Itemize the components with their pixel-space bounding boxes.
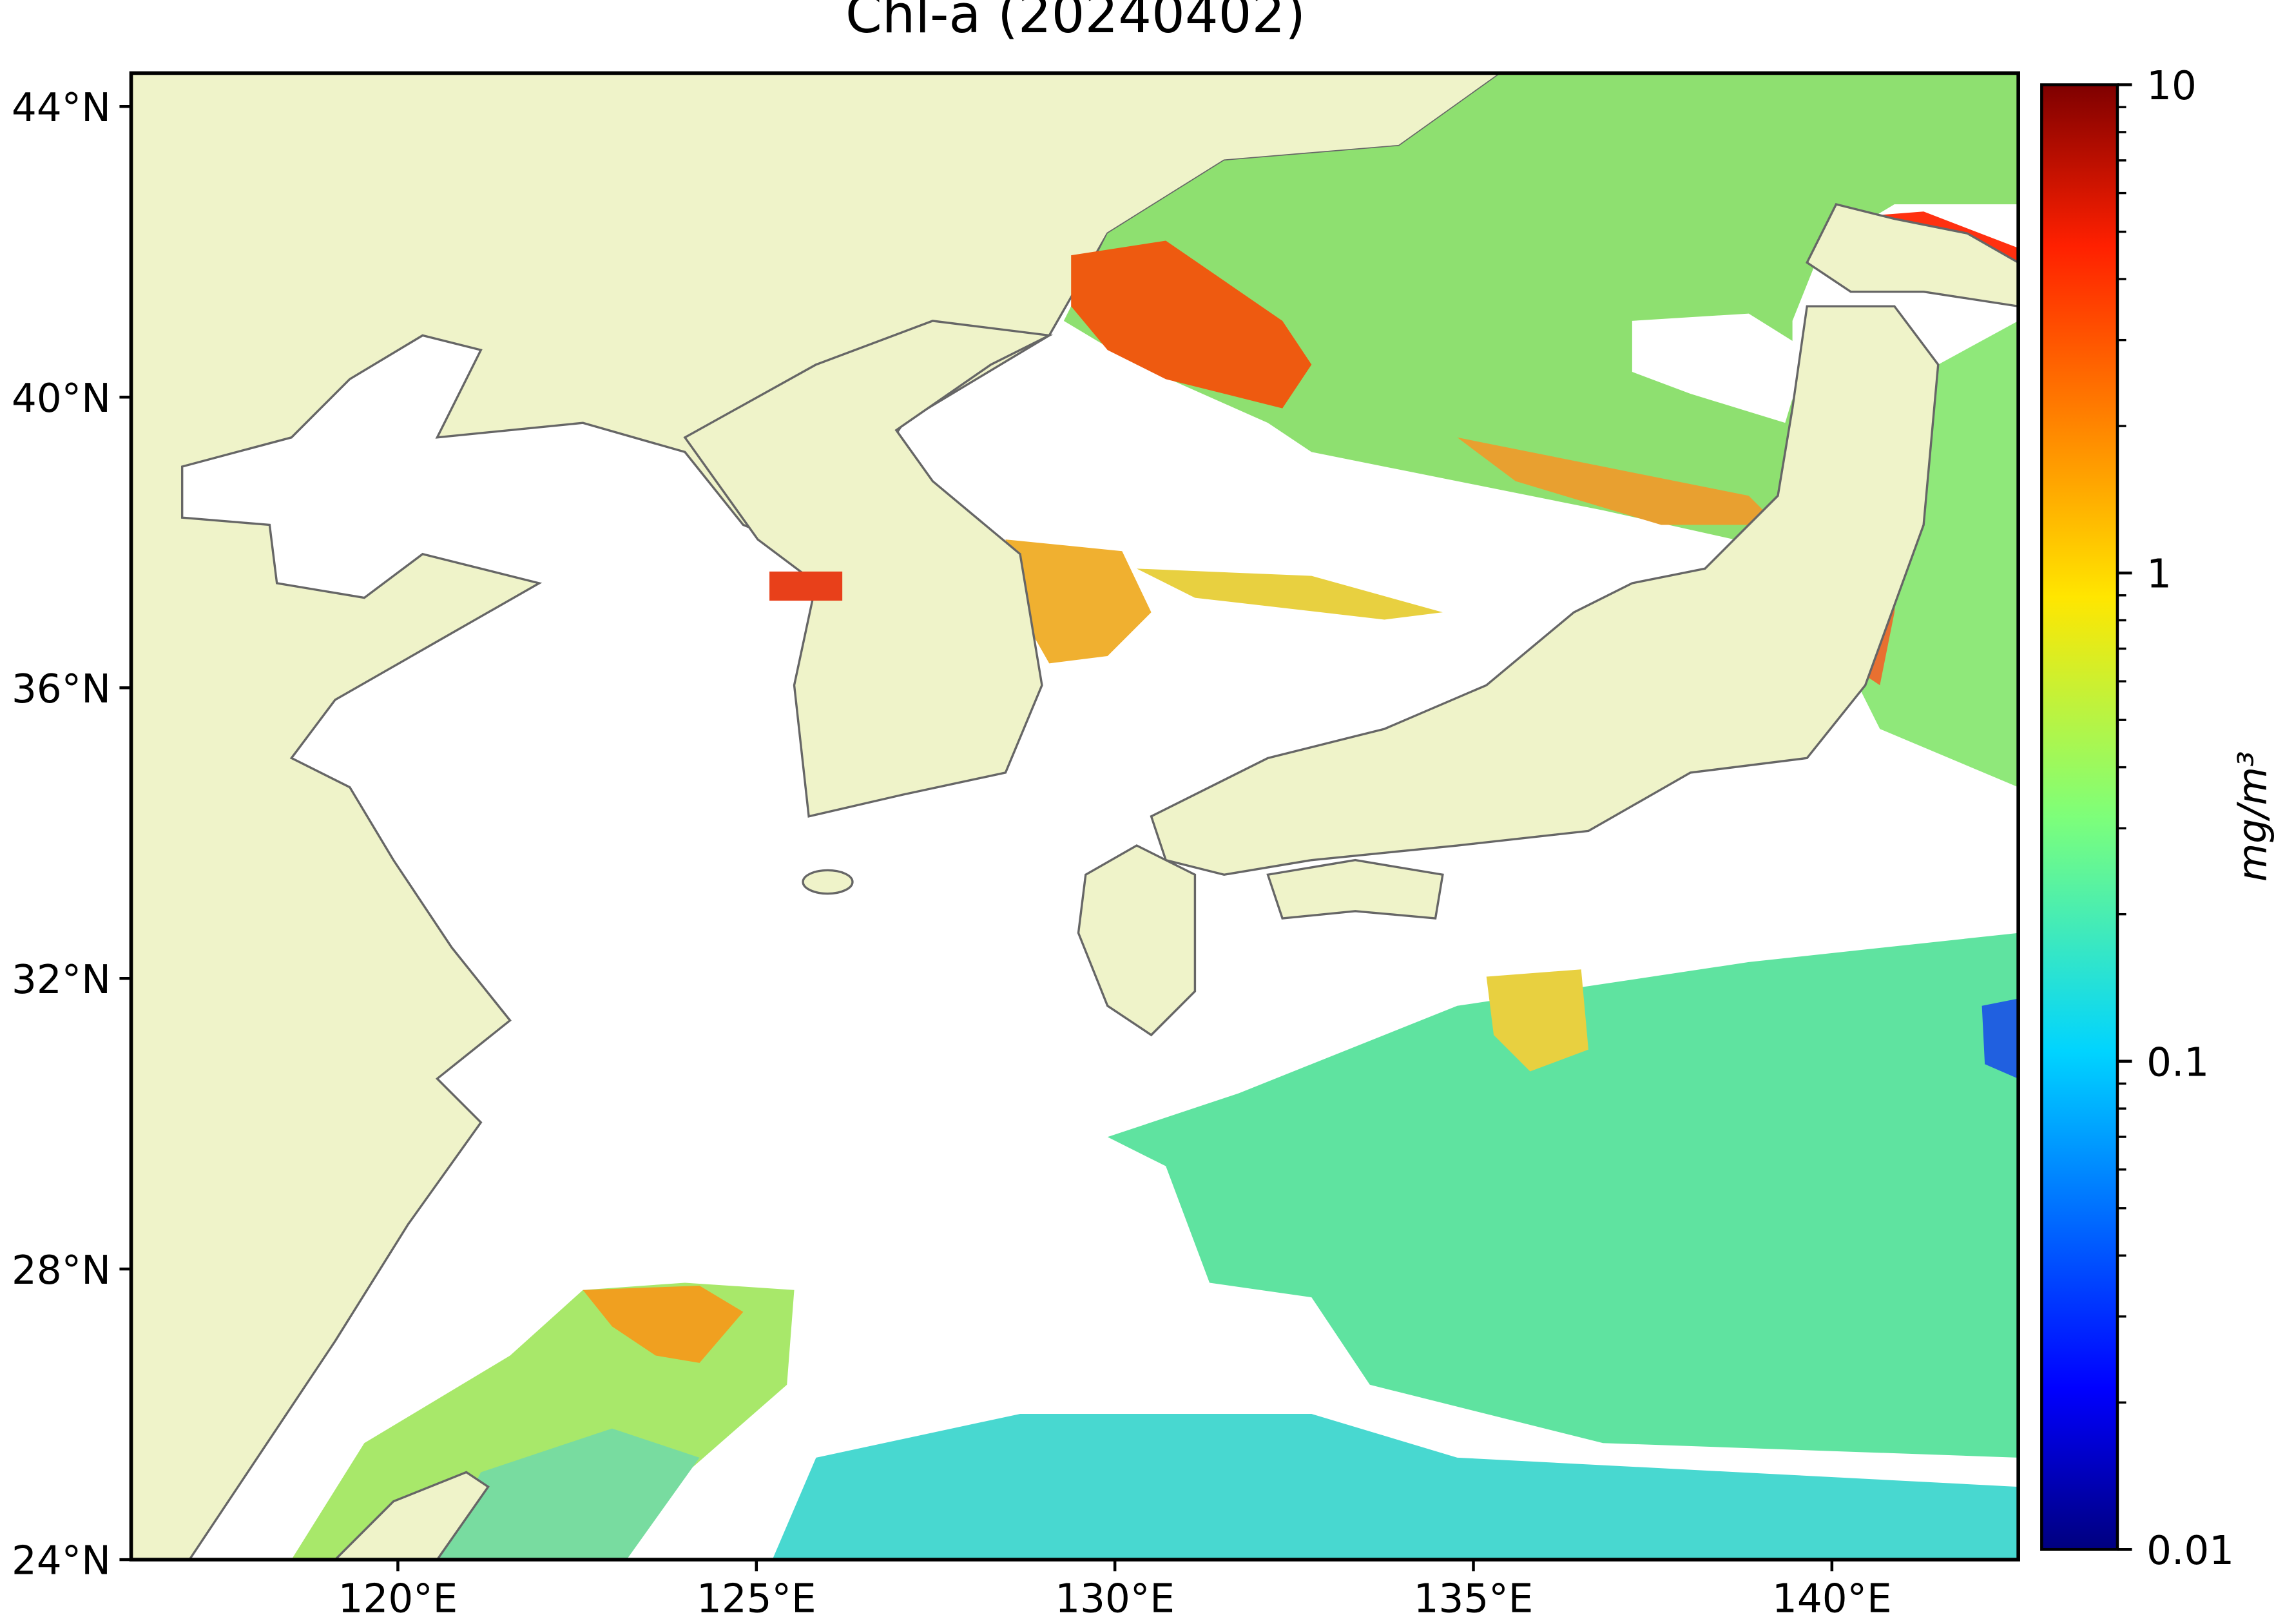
y-tick-label: 36°N <box>12 666 111 712</box>
chl-pacific-band <box>772 1413 2019 1560</box>
chl-high <box>1457 437 1779 525</box>
chl-sea-of-japan <box>1063 73 2019 540</box>
colorbar-tick-label: 0.01 <box>2146 1528 2234 1574</box>
chl-high <box>583 1285 744 1363</box>
jeju <box>802 869 854 895</box>
chl-east-china-sea <box>437 1428 700 1560</box>
kyushu <box>1077 844 1197 1037</box>
map-frame <box>129 71 2020 1561</box>
shikoku <box>1266 858 1444 920</box>
chl-patch <box>1486 969 1589 1072</box>
colorbar-tick-label: 0.1 <box>2146 1039 2209 1085</box>
colorbar <box>2040 83 2119 1551</box>
y-tick-label: 44°N <box>12 85 111 131</box>
x-tick-label: 135°E <box>1414 1576 1534 1622</box>
y-tick-label: 24°N <box>12 1538 111 1584</box>
x-tick-label: 130°E <box>1055 1576 1175 1622</box>
map-title: Chl-a (20240402) <box>845 0 1306 45</box>
taiwan <box>333 1471 490 1560</box>
x-tick-label: 140°E <box>1772 1576 1892 1622</box>
y-tick-label: 32°N <box>12 957 111 1003</box>
chl-pacific-north <box>1851 320 2019 788</box>
colorbar-label: mg/m³ <box>2230 751 2276 882</box>
korea <box>683 320 1054 818</box>
colorbar-tick-label: 1 <box>2146 552 2172 597</box>
map <box>131 73 2019 1560</box>
cloud <box>1632 313 1808 423</box>
y-tick-label: 40°N <box>12 376 111 421</box>
chl-pacific-south <box>1107 933 2019 1458</box>
chl-yellow-sea <box>1005 539 1152 664</box>
chl-low <box>1981 998 2019 1079</box>
chl-high <box>769 571 843 601</box>
chl-high <box>1071 240 1312 409</box>
chl-patch <box>1136 568 1443 620</box>
hokkaido <box>1806 202 2019 307</box>
x-tick-label: 120°E <box>338 1576 458 1622</box>
y-tick-label: 28°N <box>12 1248 111 1293</box>
x-tick-label: 125°E <box>697 1576 816 1622</box>
colorbar-tick-label: 10 <box>2146 63 2197 109</box>
